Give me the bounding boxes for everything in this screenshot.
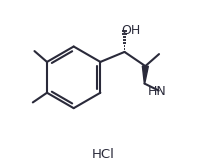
Text: OH: OH [121,24,140,37]
Polygon shape [142,66,148,84]
Text: HN: HN [147,85,166,98]
Text: HCl: HCl [92,148,115,161]
